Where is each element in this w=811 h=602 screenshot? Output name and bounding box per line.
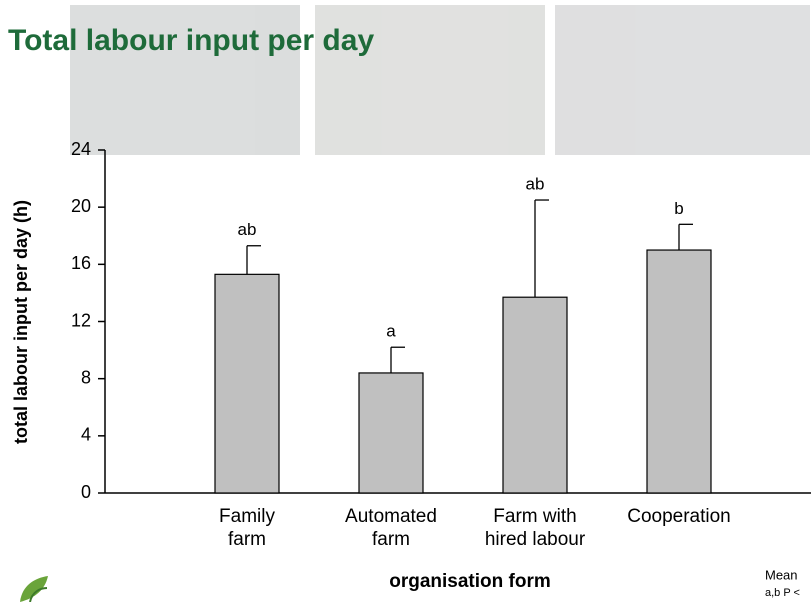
header-photos bbox=[70, 5, 810, 155]
y-axis-label: total labour input per day (h) bbox=[11, 200, 31, 444]
logo-stem bbox=[29, 587, 48, 602]
y-tick-label: 8 bbox=[81, 367, 91, 387]
logo bbox=[20, 576, 48, 602]
x-tick-label: Cooperation bbox=[627, 506, 731, 527]
x-axis-label: organisation form bbox=[389, 571, 551, 592]
footnote: a,b P < bbox=[765, 587, 800, 599]
x-tick-label: Farm with hired labour bbox=[484, 506, 586, 550]
y-tick-label: 16 bbox=[71, 253, 91, 273]
significance-label: a bbox=[386, 322, 396, 341]
logo-leaf bbox=[20, 576, 48, 602]
significance-label: b bbox=[674, 199, 683, 218]
x-tick-label: Automated farm bbox=[345, 506, 437, 550]
photo bbox=[555, 5, 810, 155]
y-tick-label: 4 bbox=[81, 425, 91, 445]
bar bbox=[502, 296, 568, 494]
photo bbox=[315, 5, 545, 155]
y-tick-label: 20 bbox=[71, 196, 91, 216]
significance-label: ab bbox=[238, 220, 257, 239]
photo bbox=[70, 5, 300, 155]
bar bbox=[214, 273, 280, 494]
x-tick-label: Family farm bbox=[219, 506, 275, 550]
y-tick-label: 24 bbox=[71, 139, 91, 159]
bar bbox=[358, 372, 424, 494]
y-tick-label: 0 bbox=[81, 482, 91, 502]
bar bbox=[646, 249, 712, 494]
significance-label: ab bbox=[526, 175, 545, 194]
slide-title: Total labour input per day bbox=[8, 24, 374, 57]
y-tick-label: 12 bbox=[71, 310, 91, 330]
footnote: Mean bbox=[765, 567, 798, 582]
